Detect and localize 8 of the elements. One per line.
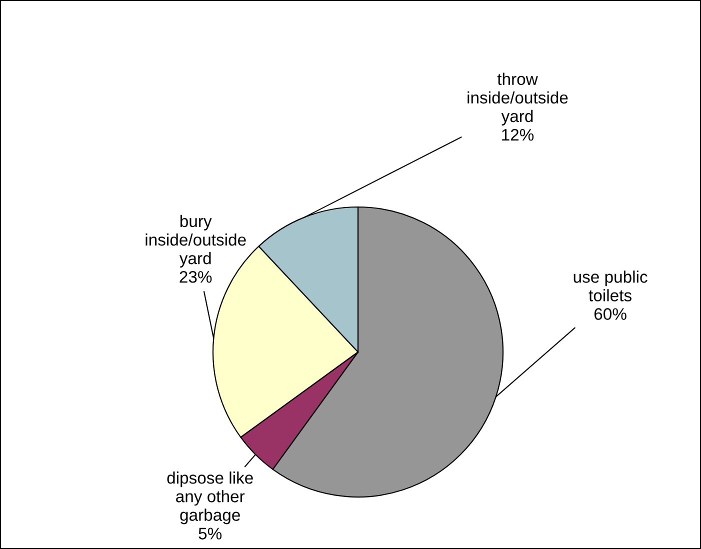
slice-label: throw inside/outside yard <box>468 72 568 126</box>
slice-label: use public toilets <box>574 270 648 302</box>
slice-label: dipsose like any other garbage <box>167 472 253 524</box>
data-label: 12% <box>502 128 534 141</box>
data-label: 5% <box>198 528 222 540</box>
data-label: 60% <box>594 308 626 320</box>
slice-label: bury inside/outside yard <box>146 214 246 268</box>
data-label: 23% <box>180 271 212 283</box>
